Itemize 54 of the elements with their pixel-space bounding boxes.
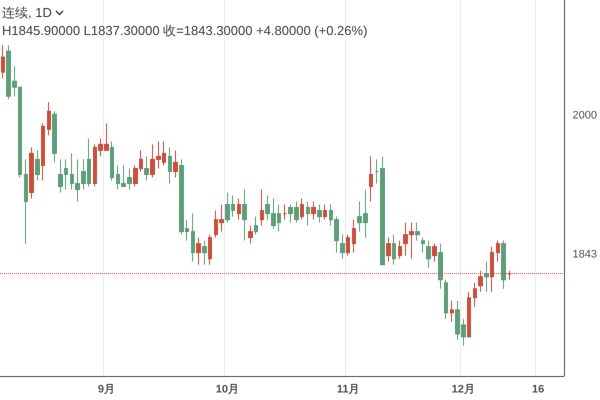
candlestick xyxy=(398,240,402,260)
candlestick xyxy=(340,234,345,260)
text: 1843 xyxy=(572,248,598,260)
candlestick xyxy=(47,102,51,136)
candlestick xyxy=(317,204,322,224)
candlestick xyxy=(444,279,448,320)
candlestick xyxy=(473,282,477,308)
candlestick xyxy=(386,237,391,262)
x-tick-label: 10月 xyxy=(216,384,239,396)
candlestick xyxy=(242,189,247,242)
candlestick xyxy=(248,225,253,244)
candlestick xyxy=(254,216,258,236)
candlestick xyxy=(110,140,114,181)
candlestick xyxy=(421,237,425,254)
candlestick xyxy=(467,291,471,338)
x-tick-label: 12月 xyxy=(452,384,475,396)
candlestick xyxy=(41,122,45,181)
chart-subtitle: H1845.90000 L1837.30000 收=1843.30000 +4.80000 (+0.26%) xyxy=(2,22,368,40)
candlestick xyxy=(438,243,443,290)
candlestick xyxy=(311,201,316,220)
candlestick xyxy=(237,198,241,220)
candlestick xyxy=(29,146,34,200)
candlestick xyxy=(208,234,212,266)
candlestick xyxy=(352,219,356,254)
candlestick xyxy=(168,146,172,184)
candlestick xyxy=(52,110,57,163)
x-tick-label: 11月 xyxy=(336,384,360,396)
candlestick xyxy=(415,222,420,242)
candlestick xyxy=(450,300,454,322)
candlestick xyxy=(144,156,149,181)
candlestick xyxy=(35,150,40,181)
candlestick xyxy=(173,150,178,178)
candlestick xyxy=(196,237,201,266)
x-tick-label: 16 xyxy=(532,384,544,396)
candlestick xyxy=(392,234,396,266)
chart-title: 连续, 1D xyxy=(2,4,52,22)
candlestick xyxy=(300,198,304,220)
candlestick xyxy=(346,234,350,256)
x-tick-label: 9月 xyxy=(98,384,116,396)
candlestick xyxy=(426,240,431,268)
candlestick xyxy=(323,204,327,220)
candlestick xyxy=(306,201,310,226)
candlestick xyxy=(432,243,437,262)
candlestick xyxy=(283,204,287,220)
candlestick xyxy=(1,44,5,79)
candlestick xyxy=(260,189,264,226)
candlestick xyxy=(501,240,506,290)
candlestick xyxy=(369,156,373,202)
candlestick xyxy=(496,240,500,262)
candlestick xyxy=(484,261,489,292)
text: 2000 xyxy=(572,110,598,122)
candlestick xyxy=(202,240,207,266)
candlestick xyxy=(24,158,28,244)
candlestick xyxy=(191,213,195,262)
